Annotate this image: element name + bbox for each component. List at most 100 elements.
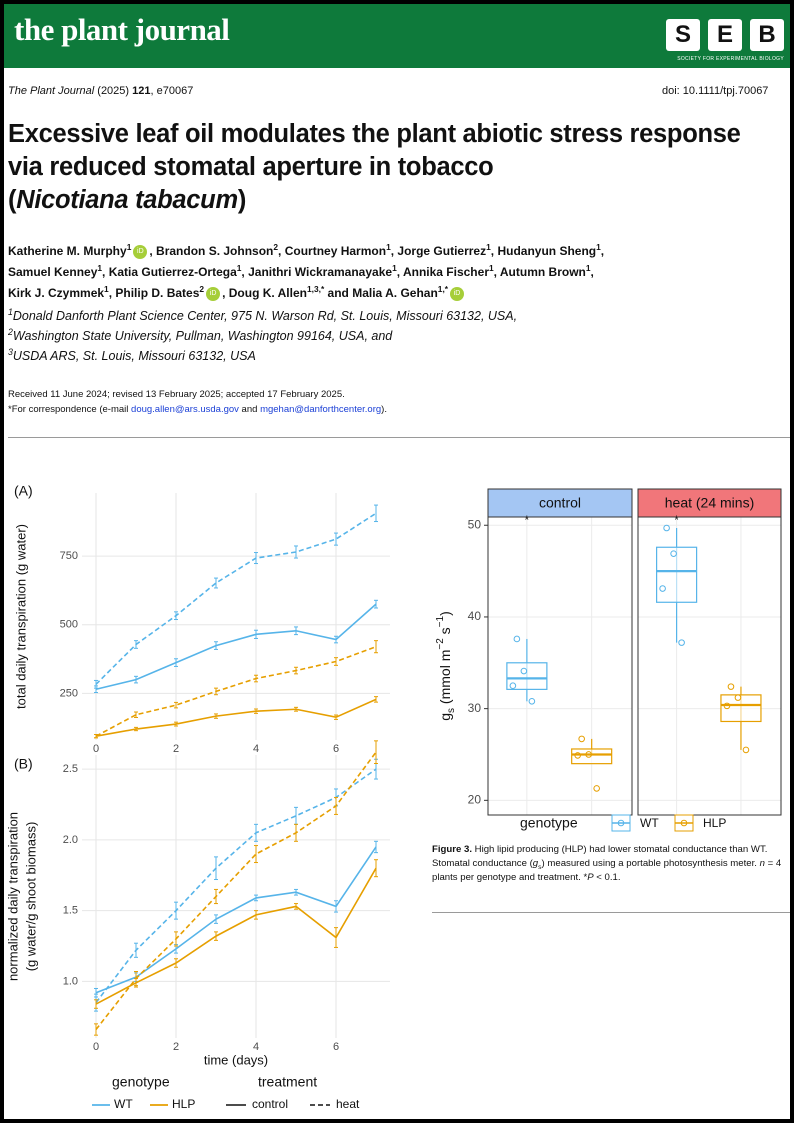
series-line xyxy=(95,603,377,691)
text-line: 2Washington State University, Pullman, W… xyxy=(8,326,517,346)
text-run: High lipid producing (HLP) had lower sto… xyxy=(471,844,768,855)
text-run: , e70067 xyxy=(150,85,194,97)
error-bar xyxy=(294,903,298,910)
y-axis-label: (g water/g shoot biomass) xyxy=(23,822,38,972)
correspondence: *For correspondence (e-mail doug.allen@a… xyxy=(8,404,387,415)
text-run: 1 xyxy=(392,263,397,273)
error-bar xyxy=(214,641,218,650)
error-bar xyxy=(294,823,298,842)
label-run: −1 xyxy=(435,615,446,627)
logo-letter: E xyxy=(708,19,742,51)
error-bar xyxy=(254,708,258,714)
text-run: Katherine M. Murphy xyxy=(8,244,127,258)
error-bar xyxy=(254,894,258,902)
error-bar xyxy=(94,1023,98,1036)
x-tick-label: 4 xyxy=(253,1041,259,1053)
text-run: 2 xyxy=(8,326,13,337)
error-bar xyxy=(374,599,378,609)
text-run: The Plant Journal xyxy=(8,85,95,97)
orcid-icon[interactable]: iD xyxy=(206,286,221,301)
error-bar xyxy=(174,721,178,727)
text-line: 3USDA ARS, St. Louis, Missouri 63132, US… xyxy=(8,346,517,366)
text-run: 1,* xyxy=(437,284,449,294)
panel-border xyxy=(487,516,633,816)
error-bar xyxy=(334,714,338,720)
text-run: , Janithri Wickramanayake xyxy=(241,265,393,279)
text-run: 1 xyxy=(386,242,391,252)
legend-label: control xyxy=(252,1097,288,1111)
error-bar xyxy=(294,888,298,896)
email-link[interactable]: doug.allen@ars.usda.gov xyxy=(131,404,239,415)
text-run: P xyxy=(587,872,594,883)
text-run: , Katia Gutierrez-Ortega xyxy=(102,265,237,279)
box xyxy=(571,748,613,765)
label-run: ) xyxy=(437,611,453,616)
text-line: 1Donald Danforth Plant Science Center, 9… xyxy=(8,306,517,326)
legend-label: HLP xyxy=(172,1097,195,1111)
text-line: via reduced stomatal aperture in tobacco xyxy=(8,151,741,184)
error-bar xyxy=(134,640,138,649)
text-run: 1 xyxy=(236,263,242,273)
error-bar xyxy=(134,726,138,732)
text-run: , Autumn Brown xyxy=(493,265,586,279)
y-axis-label: gs (mmol m−2 s−1) xyxy=(435,611,457,721)
text-run: *For correspondence (e-mail xyxy=(8,404,132,415)
data-point xyxy=(659,585,666,592)
error-bar xyxy=(174,658,178,667)
orcid-icon[interactable]: iD xyxy=(133,244,148,259)
box xyxy=(506,662,548,690)
affiliations: 1Donald Danforth Plant Science Center, 9… xyxy=(8,306,517,366)
error-bar xyxy=(374,740,378,764)
text-line: Figure 3. High lipid producing (HLP) had… xyxy=(432,843,790,857)
text-run: ). xyxy=(381,404,387,415)
error-bar xyxy=(174,611,178,621)
series-line xyxy=(95,846,377,994)
text-run: via reduced stomatal aperture in tobacco xyxy=(8,153,494,181)
legend-label: WT xyxy=(114,1097,133,1111)
error-bar xyxy=(134,711,138,718)
error-bar xyxy=(94,679,98,689)
error-bar xyxy=(134,942,138,958)
received-dates: Received 11 June 2024; revised 13 Februa… xyxy=(8,389,345,400)
logo-letter: B xyxy=(750,19,784,51)
error-bar xyxy=(134,970,138,987)
data-point xyxy=(578,735,585,743)
text-run: , Doug K. Allen xyxy=(222,286,307,300)
email-link[interactable]: mgehan@danforthcenter.org xyxy=(260,404,382,415)
y-tick-label: 2.0 xyxy=(63,834,78,846)
legend-title: genotype xyxy=(112,1074,170,1090)
x-axis-label: time (days) xyxy=(204,1052,268,1067)
x-tick-label: 6 xyxy=(333,743,339,755)
significance-mark: * xyxy=(525,513,530,527)
label-run: g xyxy=(437,713,453,721)
y-axis-label: normalized daily transpiration xyxy=(5,812,20,981)
text-run: 1 xyxy=(488,263,494,273)
journal-banner xyxy=(4,4,790,68)
error-bar xyxy=(254,629,258,639)
text-run: 121 xyxy=(132,85,151,97)
orcid-icon[interactable]: iD xyxy=(450,286,465,301)
error-bar xyxy=(214,713,218,719)
text-run: Samuel Kenney xyxy=(8,265,98,279)
text-run: = 4 plants per genotype and treatment. * xyxy=(432,858,782,883)
text-line: (Nicotiana tabacum) xyxy=(8,184,741,217)
error-bar xyxy=(214,931,218,941)
error-bar xyxy=(374,840,378,854)
text-run: ) measured using a portable photosynthes… xyxy=(541,858,760,869)
label-run: s xyxy=(437,627,453,638)
error-bar xyxy=(254,552,258,565)
error-bar xyxy=(214,577,218,589)
text-run: Kirk J. Czymmek xyxy=(8,286,105,300)
doi[interactable]: doi: 10.1111/tpj.70067 xyxy=(662,85,769,97)
text-run: Figure 3. xyxy=(432,844,472,855)
text-run: Donald Danforth Plant Science Center, 97… xyxy=(12,309,518,323)
facet-strip xyxy=(487,488,633,518)
error-bar xyxy=(214,914,218,924)
label-run: s xyxy=(446,708,457,713)
data-point xyxy=(593,785,600,792)
text-run: Stomatal conductance ( xyxy=(432,858,533,869)
data-point xyxy=(513,635,521,643)
text-run: < 0.1. xyxy=(593,872,621,883)
error-bar xyxy=(374,640,378,654)
error-bar xyxy=(134,675,138,684)
